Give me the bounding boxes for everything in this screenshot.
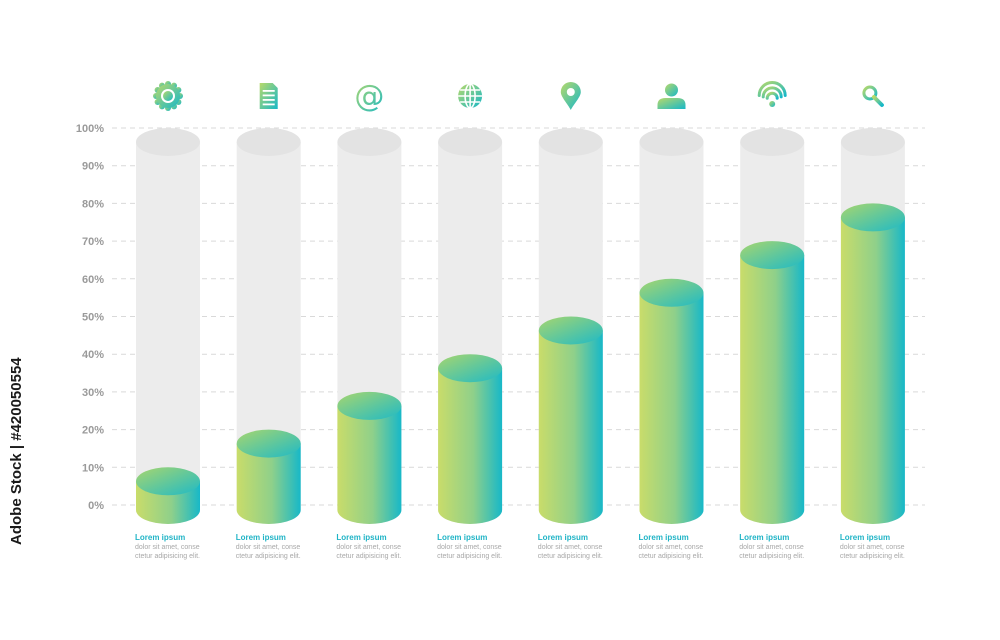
caption-title: Lorem ipsum (336, 533, 386, 542)
bar-cylinder-top (337, 391, 402, 420)
bar-cylinder-top (438, 354, 503, 383)
bar-cylinder (337, 405, 402, 524)
caption-text-line-1: dolor sit amet, conse (336, 544, 401, 551)
caption-text-line-1: dolor sit amet, conse (236, 544, 301, 551)
track-cylinder-top (438, 128, 503, 156)
track-cylinder (136, 142, 200, 524)
bar-cylinder-top (840, 203, 905, 232)
caption-text-line-2: ctetur adipisicing elit. (437, 553, 502, 560)
caption-title: Lorem ipsum (639, 533, 689, 542)
caption-text-line-2: ctetur adipisicing elit. (336, 553, 401, 560)
caption-title: Lorem ipsum (739, 533, 789, 542)
caption-title: Lorem ipsum (135, 533, 185, 542)
track-cylinder (236, 142, 301, 524)
caption-text-line-2: ctetur adipisicing elit. (840, 553, 905, 560)
caption-text-line-2: ctetur adipisicing elit. (538, 553, 603, 560)
bar-cylinder (538, 330, 603, 524)
track-cylinder-top (337, 128, 402, 156)
y-tick-label: 50% (82, 312, 104, 324)
bar-cylinder (840, 217, 905, 524)
y-tick-label: 30% (82, 387, 104, 399)
user-icon (657, 83, 686, 109)
category-icons: @ (153, 79, 884, 114)
caption-text-line-1: dolor sit amet, conse (135, 544, 200, 551)
y-axis-ticks: 0% 10% 20% 30% 40% 50% 60% 70% 80% 90% 100% (76, 123, 104, 512)
bar-cylinder-top (236, 429, 301, 458)
y-tick-label: 20% (82, 425, 104, 437)
y-tick-label: 70% (82, 236, 104, 248)
bar-cylinder-top (740, 241, 805, 270)
bar-cylinder (639, 292, 704, 524)
y-tick-label: 60% (82, 274, 104, 286)
caption-title: Lorem ipsum (538, 533, 588, 542)
location-pin-icon (560, 82, 581, 110)
caption-text-line-1: dolor sit amet, conse (739, 544, 804, 551)
bar-cylinder (438, 368, 503, 524)
bar-cylinder (740, 255, 805, 524)
track-cylinder-top (840, 128, 905, 156)
watermark-text: Adobe Stock | #420050554 (8, 357, 25, 545)
globe-icon (458, 83, 483, 109)
caption-text-line-2: ctetur adipisicing elit. (135, 553, 200, 560)
caption-text-line-1: dolor sit amet, conse (840, 544, 905, 551)
y-tick-label: 90% (82, 161, 104, 173)
caption-title: Lorem ipsum (236, 533, 286, 542)
y-tick-label: 10% (82, 462, 104, 474)
caption-title: Lorem ipsum (840, 533, 890, 542)
document-icon (259, 83, 278, 109)
y-tick-label: 100% (76, 123, 104, 135)
at-sign-icon: @ (354, 79, 384, 114)
track-cylinder-top (236, 128, 301, 156)
bar-cylinder-top (136, 467, 200, 496)
caption-text-line-2: ctetur adipisicing elit. (739, 553, 804, 560)
gear-icon (153, 81, 183, 111)
bar-cylinder-top (639, 278, 704, 307)
y-tick-label: 0% (88, 500, 104, 512)
caption-text-line-1: dolor sit amet, conse (538, 544, 603, 551)
track-cylinder-top (740, 128, 805, 156)
track-cylinder-top (136, 128, 200, 156)
y-tick-label: 80% (82, 198, 104, 210)
caption-text-line-2: ctetur adipisicing elit. (639, 553, 704, 560)
svg-text:@: @ (354, 79, 384, 114)
caption-text-line-1: dolor sit amet, conse (639, 544, 704, 551)
y-tick-label: 40% (82, 349, 104, 361)
track-cylinder-top (538, 128, 603, 156)
bar-cylinder (236, 443, 301, 524)
bar-cylinder-top (538, 316, 603, 345)
caption-text-line-2: ctetur adipisicing elit. (236, 553, 301, 560)
search-icon (862, 85, 884, 107)
bar-captions: Lorem ipsum dolor sit amet, conse ctetur a… (135, 533, 905, 560)
caption-text-line-1: dolor sit amet, conse (437, 544, 502, 551)
caption-title: Lorem ipsum (437, 533, 487, 542)
cylinder-bars (136, 203, 905, 524)
track-cylinder-top (639, 128, 704, 156)
wifi-icon (757, 80, 787, 107)
